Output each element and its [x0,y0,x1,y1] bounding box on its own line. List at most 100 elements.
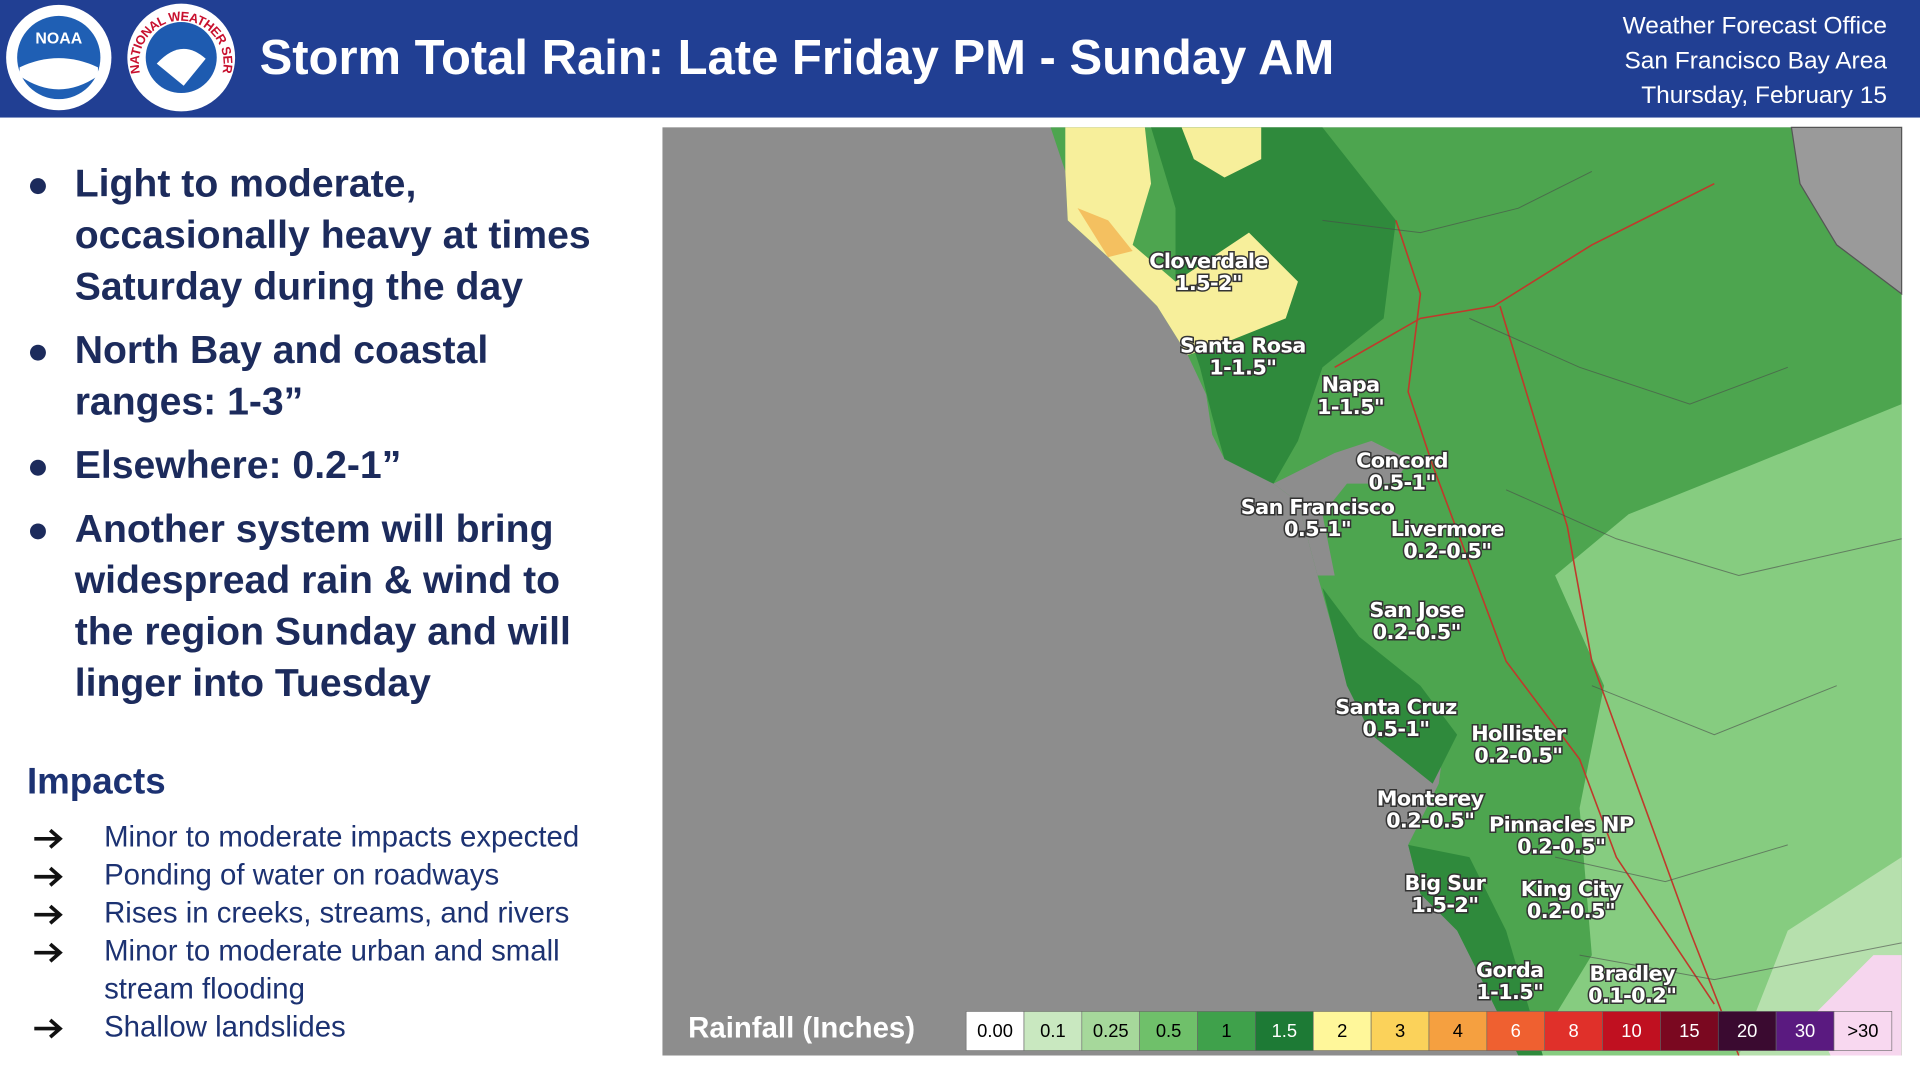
bullet-list: Light to moderate, occasionally heavy at … [30,162,591,705]
arrow-icon [34,1018,63,1039]
legend-swatch [1255,1011,1314,1051]
rain-amount: 1-1.5" [1209,356,1276,380]
legend-label: 3 [1395,1020,1405,1041]
legend-title: Rainfall (Inches) [688,1012,915,1045]
city-name: King City [1521,877,1623,901]
legend-swatch [1139,1011,1198,1051]
city-name: Cloverdale [1149,249,1268,273]
arrow-icon [34,904,63,925]
legend-label: 30 [1795,1020,1815,1041]
rain-amount: 0.1-0.2" [1588,984,1676,1008]
legend-label: 10 [1621,1020,1641,1041]
city-name: Santa Rosa [1180,334,1306,358]
legend-swatch [1197,1011,1256,1051]
legend-swatch [1023,1011,1083,1051]
city-name: San Jose [1369,598,1464,622]
city-name: Hollister [1471,722,1567,746]
city-name: Bradley [1589,962,1676,986]
legend-label: 0.25 [1093,1020,1129,1041]
bullet-dot [30,344,46,361]
impact-text: Minor to moderate urban and small [104,934,560,967]
bullet-dot [30,459,46,476]
impact-text: Ponding of water on roadways [104,859,499,892]
rain-amount: 0.2-0.5" [1474,744,1562,768]
rain-amount: 0.2-0.5" [1386,809,1474,833]
legend-swatch [1081,1011,1140,1051]
legend-swatch [1833,1011,1893,1051]
impacts-title: Impacts [27,760,166,801]
bullet-text: widespread rain & wind to [74,559,560,602]
legend-label: >30 [1847,1020,1878,1041]
legend-label: 0.5 [1156,1020,1182,1041]
map [662,126,1903,1056]
rain-amount: 0.2-0.5" [1517,834,1605,858]
city-name: Big Sur [1404,871,1486,895]
noaa-text: NOAA [35,30,82,47]
city-name: Livermore [1391,517,1505,541]
legend-swatch [1602,1011,1661,1051]
legend-label: 4 [1453,1020,1463,1041]
bullet-text: Another system will bring [75,508,554,551]
legend-swatch [1717,1011,1777,1051]
bullet-text: Elsewhere: 0.2-1” [75,444,402,487]
bullet-dot [30,178,46,195]
city-name: Concord [1356,449,1448,473]
arrow-icon [34,828,63,849]
rain-amount: 0.5-1" [1362,717,1429,741]
city-name: Monterey [1377,787,1485,811]
city-name: Napa [1322,373,1380,397]
bullet-text: Light to moderate, [75,162,417,205]
legend-swatch [1370,1011,1430,1051]
rain-amount: 0.2-0.5" [1373,620,1461,644]
arrow-icon [34,866,63,887]
slide-title: Storm Total Rain: Late Friday PM - Sunda… [260,31,1335,85]
legend-label: 1 [1221,1020,1231,1041]
legend-label: 15 [1679,1020,1699,1041]
office-info: Weather Forecast Office San Francisco Bay… [1623,12,1888,109]
rain-amount: 0.2-0.5" [1403,539,1491,563]
office-line: San Francisco Bay Area [1624,47,1887,74]
rain-amount: 1-1.5" [1476,980,1543,1004]
legend: Rainfall (Inches) 0.00 0.1 0.25 0.5 1 1.5 2 3 4 6… [688,1011,1893,1051]
bullet-text: linger into Tuesday [75,662,431,705]
bullet-text: ranges: 1-3” [75,380,304,423]
legend-swatch [1660,1011,1719,1051]
impact-text: Shallow landslides [104,1010,346,1043]
city-name: Santa Cruz [1335,695,1457,719]
legend-label: 6 [1511,1020,1521,1041]
legend-label: 20 [1737,1020,1757,1041]
legend-label: 8 [1569,1020,1579,1041]
rain-amount: 1-1.5" [1317,395,1384,419]
city-name: Pinnacles NP [1489,812,1634,836]
city-name: San Francisco [1241,495,1395,519]
impact-text: stream flooding [104,972,305,1005]
legend-label: 2 [1337,1020,1347,1041]
office-line: Thursday, February 15 [1641,82,1887,109]
rain-amount: 0.2-0.5" [1527,899,1615,923]
rain-amount: 0.5-1" [1284,517,1351,541]
impact-list: Minor to moderate impacts expected Pondin… [34,821,579,1043]
impact-text: Minor to moderate impacts expected [104,821,579,854]
bullet-dot [30,523,46,540]
legend-label: 1.5 [1272,1020,1298,1041]
rain-amount: 1.5-2" [1175,271,1242,295]
bullet-text: Saturday during the day [75,265,524,308]
rain-amount: 1.5-2" [1411,893,1478,917]
bullet-text: North Bay and coastal [75,329,489,372]
arrow-icon [34,942,63,963]
bullet-text: the region Sunday and will [75,611,571,654]
city-name: Gorda [1476,958,1543,982]
legend-swatch [1428,1011,1488,1051]
legend-swatch [1486,1011,1545,1051]
legend-label: 0.00 [977,1020,1013,1041]
noaa-logo: NOAA [6,4,112,111]
rain-amount: 0.5-1" [1368,471,1435,495]
office-line: Weather Forecast Office [1623,12,1887,39]
header-band [0,0,1920,118]
impact-text: Rises in creeks, streams, and rivers [104,896,569,929]
legend-label: 0.1 [1040,1020,1066,1041]
legend-swatch [965,1011,1025,1051]
bullet-text: occasionally heavy at times [75,214,591,257]
